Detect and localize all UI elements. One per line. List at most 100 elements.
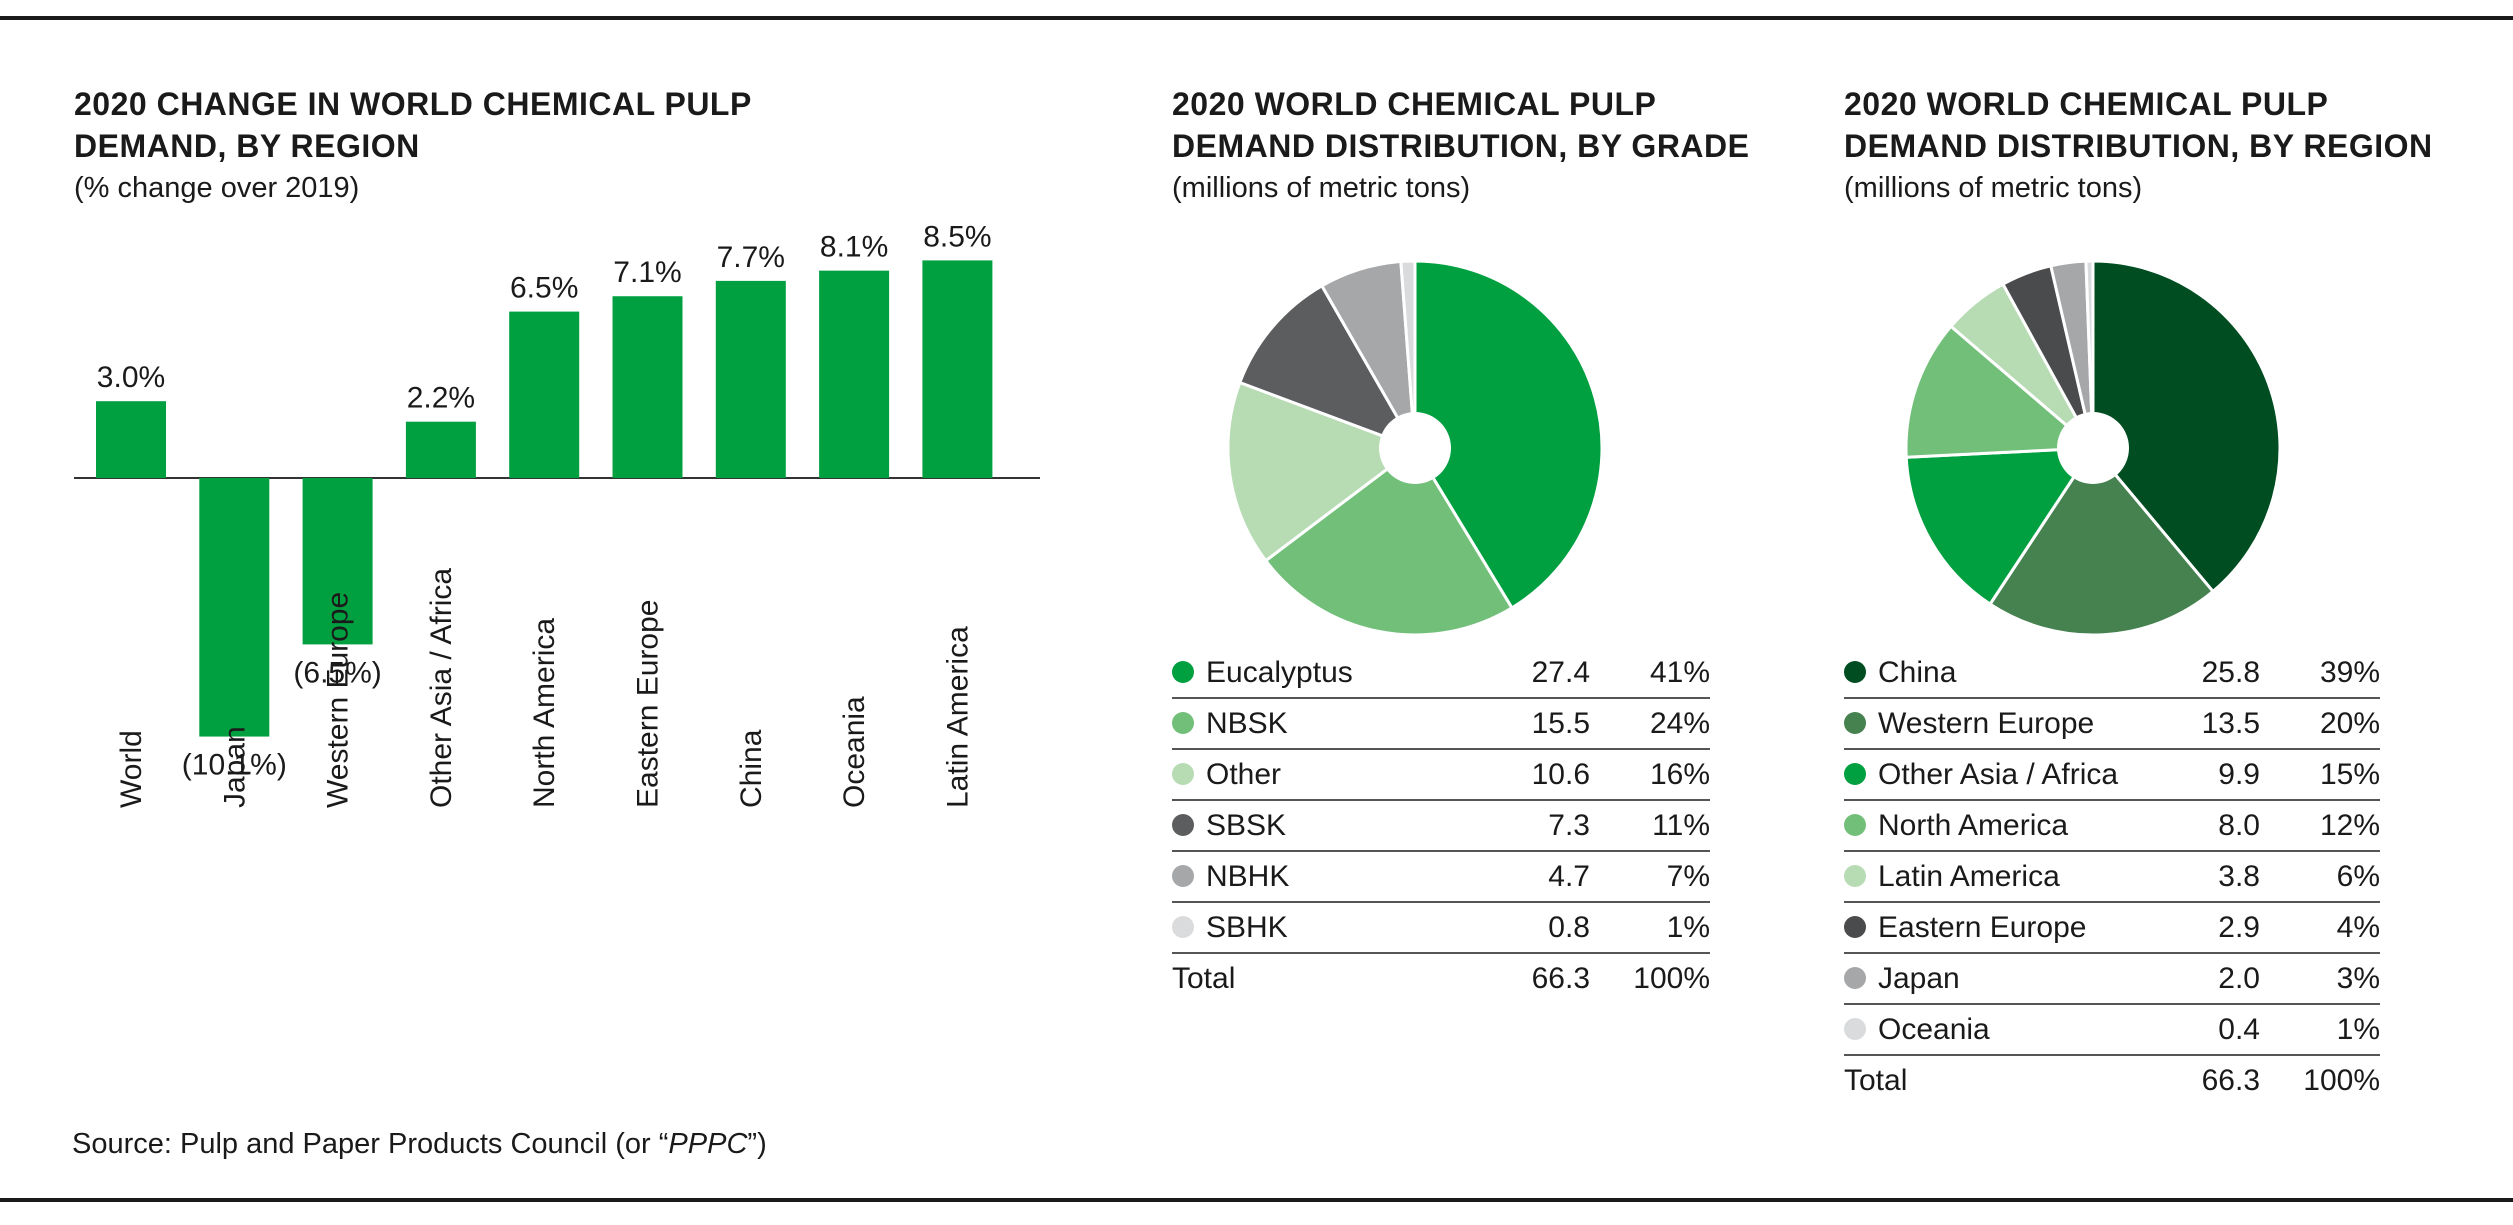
legend-label: Other: [1206, 757, 1282, 791]
legend-total-row: Total 66.3 100%: [1844, 1055, 2380, 1105]
bottom-rule: [0, 1198, 2513, 1202]
pie-slice: [1399, 259, 1417, 449]
legend-row: Oceania 0.4 1%: [1844, 1004, 2380, 1056]
pie-center-hole: [2057, 412, 2129, 484]
bar-category-label: Japan: [218, 726, 251, 808]
pie-slice: [1987, 445, 2216, 637]
legend-label: Other Asia / Africa: [1878, 757, 2119, 791]
legend-label: China: [1878, 655, 1957, 689]
bar-value-label: 2.2%: [407, 382, 475, 415]
legend-label: NBSK: [1206, 706, 1288, 740]
legend-swatch: [1172, 711, 1194, 734]
bar-value-label: (10.1%): [182, 749, 287, 782]
bar-value-label: 7.1%: [613, 256, 681, 289]
legend-swatch: [1172, 660, 1194, 683]
bar: [922, 260, 993, 478]
bar-category-label: Eastern Europe: [632, 600, 665, 808]
legend-percent: 16%: [1590, 749, 1710, 801]
legend-row: SBSK 7.3 11%: [1172, 800, 1710, 852]
legend-row: Japan 2.0 3%: [1844, 953, 2380, 1005]
legend-swatch: [1172, 864, 1194, 887]
bar-chart: 3.0% World (10.1%)Japan (6.5%)Western Europ…: [74, 220, 1040, 808]
region-pie-chart: [1904, 259, 2282, 637]
bar-chart-title: 2020 CHANGE IN WORLD CHEMICAL PULP DEMAN…: [74, 86, 752, 164]
legend-label: SBHK: [1206, 910, 1288, 944]
bar-value-label: (6.5%): [293, 656, 381, 689]
legend-label: Eastern Europe: [1878, 910, 2087, 944]
bar: [302, 478, 373, 645]
legend-value: 9.9: [2170, 749, 2260, 801]
legend-row: SBHK 0.8 1%: [1172, 902, 1710, 954]
legend-swatch: [1844, 1017, 1866, 1040]
legend-swatch: [1172, 813, 1194, 836]
top-rule: [0, 16, 2513, 20]
region-pie-title: 2020 WORLD CHEMICAL PULP DEMAND DISTRIBU…: [1844, 86, 2433, 164]
pie-slice: [1904, 324, 2097, 459]
bar-chart-subtitle: (% change over 2019): [74, 172, 360, 204]
legend-swatch: [1844, 660, 1866, 683]
legend-swatch: [1172, 762, 1194, 785]
legend-row: NBHK 4.7 7%: [1172, 851, 1710, 903]
legend-percent: 4%: [2260, 902, 2380, 954]
legend-value: 66.3: [1531, 961, 1590, 995]
legend-percent: 100%: [2303, 1063, 2380, 1097]
bar: [405, 421, 476, 478]
legend-label: Latin America: [1878, 859, 2060, 893]
legend-percent: 100%: [1633, 961, 1710, 995]
pie-slice: [1904, 446, 2096, 607]
legend-value: 66.3: [2201, 1063, 2260, 1097]
legend-row: Other 10.6 16%: [1172, 749, 1710, 801]
bar-category-label: Latin America: [941, 626, 974, 808]
legend-value: 7.3: [1500, 800, 1590, 852]
legend-percent: 6%: [2260, 851, 2380, 903]
legend-value: 0.4: [2170, 1004, 2260, 1056]
legend-row: Western Europe 13.5 20%: [1844, 698, 2380, 750]
legend-value: 3.8: [2170, 851, 2260, 903]
legend-value: 4.7: [1500, 851, 1590, 903]
legend-percent: 3%: [2260, 953, 2380, 1005]
legend-label: Eucalyptus: [1206, 655, 1353, 689]
bar-value-label: 6.5%: [510, 272, 578, 305]
pie-slice: [1237, 283, 1419, 451]
legend-percent: 15%: [2260, 749, 2380, 801]
legend-label: Total: [1844, 1063, 1908, 1097]
legend-label: Total: [1172, 961, 1236, 995]
bar-category-label: China: [735, 729, 768, 808]
bar-value-label: 8.5%: [923, 220, 991, 253]
legend-swatch: [1844, 711, 1866, 734]
legend-total-row: Total 66.3 100%: [1172, 953, 1710, 1003]
legend-label: Western Europe: [1878, 706, 2095, 740]
bar-value-label: 7.7%: [717, 241, 785, 274]
pie-slice: [2084, 259, 2095, 449]
legend-swatch: [1844, 966, 1866, 989]
grade-pie-title: 2020 WORLD CHEMICAL PULP DEMAND DISTRIBU…: [1172, 86, 1750, 164]
legend-label: NBHK: [1206, 859, 1290, 893]
legend-swatch: [1844, 762, 1866, 785]
bar: [612, 296, 683, 478]
bar: [509, 311, 580, 478]
legend-value: 2.9: [2170, 902, 2260, 954]
pie-slice: [1413, 259, 1604, 610]
legend-percent: 11%: [1590, 800, 1710, 852]
grade-legend-table: Eucalyptus 27.4 41% NBSK 15.5 24% Other 10.6 16%…: [1172, 648, 1710, 1003]
legend-percent: 24%: [1590, 698, 1710, 750]
bar: [819, 270, 890, 478]
legend-row: Eucalyptus 27.4 41%: [1172, 648, 1710, 699]
legend-value: 10.6: [1500, 749, 1590, 801]
legend-percent: 41%: [1590, 648, 1710, 699]
grade-pie-subtitle: (millions of metric tons): [1172, 172, 1471, 204]
legend-label: Oceania: [1878, 1012, 1990, 1046]
legend-percent: 20%: [2260, 698, 2380, 750]
bar: [715, 280, 786, 478]
legend-value: 8.0: [2170, 800, 2260, 852]
region-legend-table: China 25.8 39% Western Europe 13.5 20% Other A…: [1844, 648, 2380, 1105]
legend-swatch: [1844, 915, 1866, 938]
legend-percent: 12%: [2260, 800, 2380, 852]
legend-label: North America: [1878, 808, 2069, 842]
legend-swatch: [1172, 915, 1194, 938]
pie-slice: [1263, 445, 1514, 637]
legend-value: 15.5: [1500, 698, 1590, 750]
bar-category-label: North America: [528, 618, 561, 808]
bar-value-label: 8.1%: [820, 231, 888, 264]
bar-category-label: Oceania: [838, 696, 871, 808]
